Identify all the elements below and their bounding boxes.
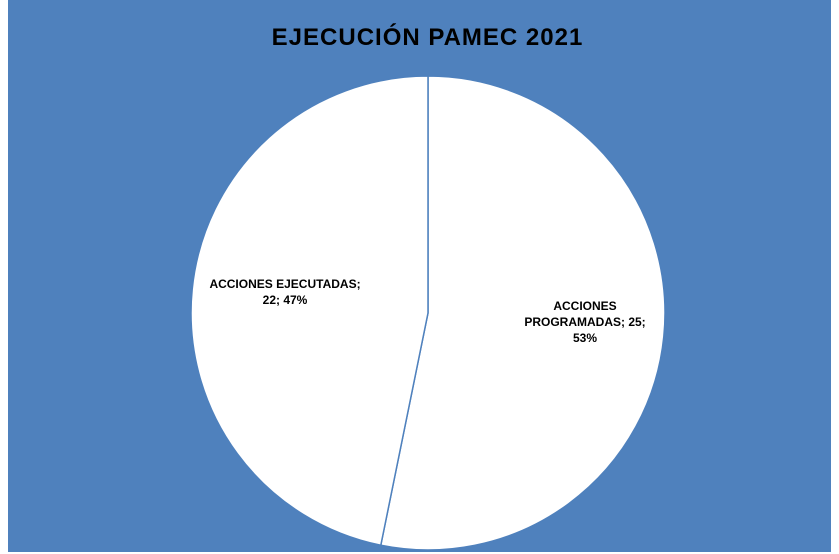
data-label-acciones-ejecutadas: ACCIONES EJECUTADAS; 22; 47% <box>190 276 380 308</box>
data-label-acciones-programadas: ACCIONES PROGRAMADAS; 25; 53% <box>500 298 670 346</box>
data-label-line: PROGRAMADAS; 25; <box>524 315 646 329</box>
data-label-line: 53% <box>572 331 598 345</box>
pie-slice-acciones-programadas <box>379 75 666 551</box>
chart-title: EJECUCIÓN PAMEC 2021 <box>271 24 584 51</box>
data-label-line: ACCIONES EJECUTADAS; <box>209 277 361 291</box>
data-label-line: 22; 47% <box>262 293 308 307</box>
data-label-line: ACCIONES <box>553 299 617 313</box>
pie-slice-acciones-ejecutadas <box>190 75 429 547</box>
